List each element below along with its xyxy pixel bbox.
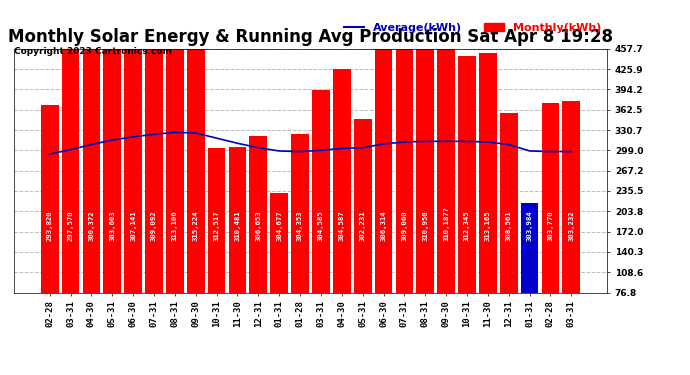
Bar [208,148,226,292]
Bar [395,10,413,292]
Bar [416,33,434,292]
Text: 304,585: 304,585 [318,210,324,241]
Bar [500,113,518,292]
Text: 310,481: 310,481 [235,210,240,241]
Bar [479,53,497,292]
Bar [562,100,580,292]
Bar [521,203,538,292]
Bar [458,56,476,292]
Text: 306,314: 306,314 [381,210,386,241]
Bar [437,45,455,292]
Bar [61,40,79,292]
Text: 304,677: 304,677 [276,210,282,241]
Bar [83,47,100,292]
Bar [375,0,393,292]
Title: Monthly Solar Energy & Running Avg Production Sat Apr 8 19:28: Monthly Solar Energy & Running Avg Produ… [8,28,613,46]
Text: 313,165: 313,165 [485,210,491,241]
Bar [228,147,246,292]
Text: 303,770: 303,770 [547,210,553,241]
Bar [270,193,288,292]
Bar [333,69,351,292]
Text: 303,603: 303,603 [109,210,115,241]
Text: 312,517: 312,517 [214,210,219,241]
Bar [166,22,184,292]
Bar [312,90,330,292]
Text: 303,232: 303,232 [569,210,574,241]
Text: 312,345: 312,345 [464,210,470,241]
Text: 309,092: 309,092 [151,210,157,241]
Bar [250,136,267,292]
Bar [41,105,59,292]
Text: 304,353: 304,353 [297,210,303,241]
Text: 310,187?: 310,187? [443,206,449,241]
Text: 304,587: 304,587 [339,210,345,241]
Legend: Average(kWh), Monthly(kWh): Average(kWh), Monthly(kWh) [344,22,602,33]
Text: Copyright 2023 Cartronics.com: Copyright 2023 Cartronics.com [14,47,172,56]
Text: 302,231: 302,231 [359,210,366,241]
Bar [291,134,309,292]
Text: 310,950: 310,950 [422,210,428,241]
Text: 313,106: 313,106 [172,210,178,241]
Text: 293,820: 293,820 [47,210,52,241]
Text: 308,561: 308,561 [506,210,512,241]
Text: 297,570: 297,570 [68,210,74,241]
Bar [542,103,560,292]
Text: 315,224: 315,224 [193,210,199,241]
Text: 307,141: 307,141 [130,210,136,241]
Text: 300,372: 300,372 [88,210,95,241]
Text: 309,060: 309,060 [402,210,407,241]
Bar [187,46,205,292]
Bar [145,24,163,293]
Text: 306,653: 306,653 [255,210,262,241]
Bar [354,119,371,292]
Bar [104,43,121,292]
Text: 303,984: 303,984 [526,210,533,241]
Bar [124,28,142,292]
